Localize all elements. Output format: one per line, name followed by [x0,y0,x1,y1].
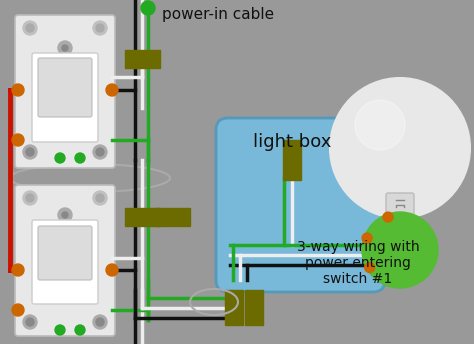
Circle shape [75,325,85,335]
Circle shape [23,21,37,35]
Circle shape [362,233,372,243]
Bar [225,290,243,325]
Circle shape [62,212,68,218]
Circle shape [26,318,34,326]
FancyBboxPatch shape [15,15,115,168]
Circle shape [96,318,104,326]
Circle shape [96,194,104,202]
Circle shape [383,212,393,222]
FancyBboxPatch shape [15,185,115,336]
Circle shape [93,145,107,159]
Circle shape [362,212,438,288]
Circle shape [106,264,118,276]
Circle shape [106,84,118,96]
Circle shape [12,304,24,316]
Circle shape [93,315,107,329]
Circle shape [55,325,65,335]
Circle shape [93,191,107,205]
Circle shape [355,100,405,150]
FancyBboxPatch shape [216,118,385,292]
Circle shape [365,262,374,272]
Bar [125,208,160,226]
Circle shape [26,148,34,156]
Text: power-in cable: power-in cable [162,7,274,22]
Circle shape [26,24,34,32]
Circle shape [62,45,68,51]
Circle shape [23,315,37,329]
Text: light box: light box [253,133,331,151]
Bar [283,140,301,180]
Circle shape [330,78,470,218]
Circle shape [75,153,85,163]
Circle shape [23,145,37,159]
Circle shape [58,41,72,55]
FancyBboxPatch shape [38,226,92,280]
FancyBboxPatch shape [38,58,92,117]
FancyBboxPatch shape [32,220,98,304]
Circle shape [96,24,104,32]
Bar [245,290,263,325]
FancyBboxPatch shape [32,53,98,142]
Circle shape [26,194,34,202]
Circle shape [141,1,155,15]
Text: 3-way wiring with
power entering
switch #1: 3-way wiring with power entering switch … [297,240,419,287]
Circle shape [58,208,72,222]
Bar [155,208,190,226]
Circle shape [12,264,24,276]
Circle shape [12,134,24,146]
Bar [125,50,160,68]
Circle shape [96,148,104,156]
FancyBboxPatch shape [386,193,414,252]
Circle shape [55,153,65,163]
Circle shape [93,21,107,35]
Circle shape [12,84,24,96]
Circle shape [23,191,37,205]
